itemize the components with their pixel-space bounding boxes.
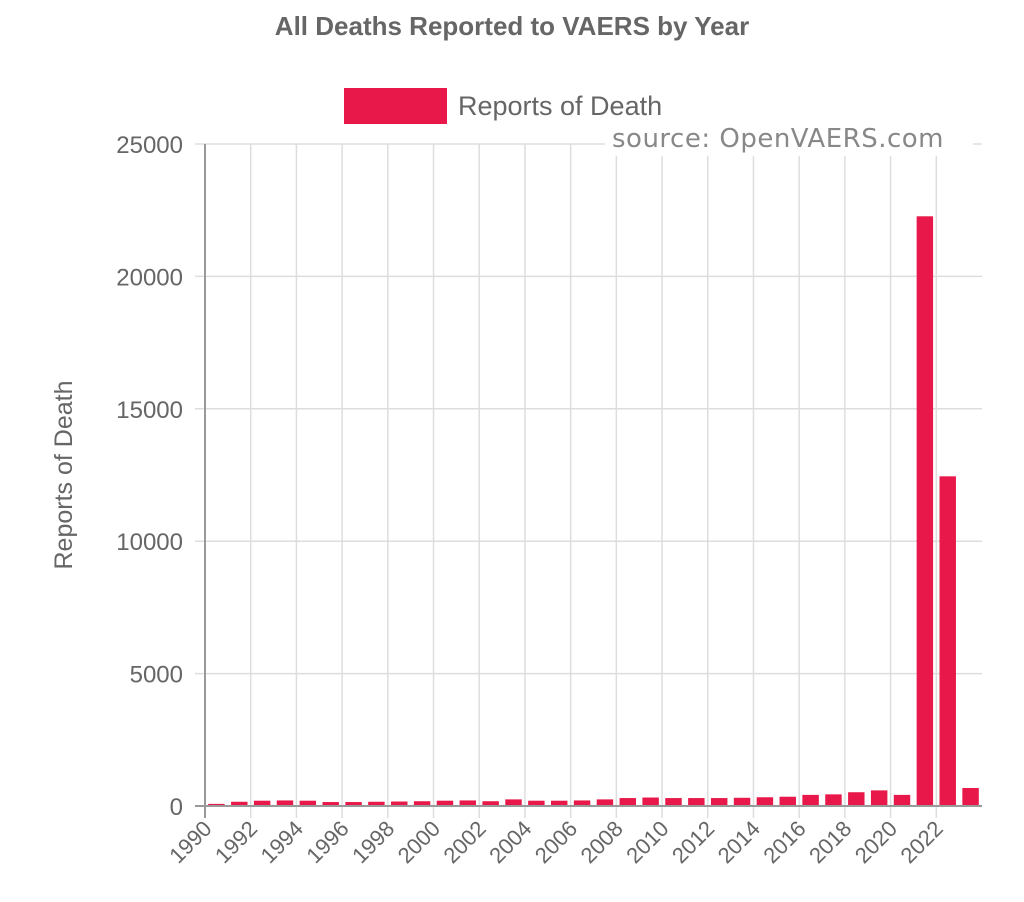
- y-tick-label: 10000: [116, 529, 183, 556]
- legend-swatch: [344, 88, 447, 124]
- x-tick-label: 2018: [804, 816, 856, 868]
- x-tick-label: 1996: [301, 816, 353, 868]
- bar-2006[interactable]: [573, 800, 591, 806]
- bar-1993[interactable]: [276, 800, 294, 806]
- x-tick-label: 1998: [347, 816, 399, 868]
- bar-2010[interactable]: [665, 798, 682, 806]
- bar-2019[interactable]: [870, 790, 888, 806]
- bar-2015[interactable]: [779, 796, 796, 806]
- x-tick-label: 2022: [896, 816, 948, 868]
- bar-2009[interactable]: [642, 797, 659, 806]
- bar-2014[interactable]: [756, 797, 774, 806]
- chart-title: All Deaths Reported to VAERS by Year: [275, 11, 749, 41]
- bar-2008[interactable]: [619, 798, 637, 806]
- bar-1991[interactable]: [231, 801, 248, 806]
- bar-2021[interactable]: [916, 216, 934, 806]
- x-tick-label: 2006: [530, 816, 582, 868]
- y-tick-label: 20000: [116, 264, 183, 291]
- x-axis-ticks: 1990199219941996199820002002200420062008…: [164, 816, 948, 868]
- y-axis-label: Reports of Death: [50, 381, 78, 570]
- bar-2016[interactable]: [802, 794, 819, 806]
- x-tick-label: 2012: [667, 816, 719, 868]
- bar-2011[interactable]: [688, 798, 705, 806]
- x-tick-label: 2002: [438, 816, 490, 868]
- x-tick-label: 1994: [256, 816, 308, 868]
- bar-2003[interactable]: [505, 799, 522, 806]
- bar-2002[interactable]: [482, 801, 499, 806]
- bar-1995[interactable]: [322, 802, 339, 806]
- bar-2012[interactable]: [710, 798, 728, 806]
- bar-2017[interactable]: [825, 794, 842, 806]
- x-tick-label: 2016: [758, 816, 810, 868]
- bar-1996[interactable]: [345, 802, 362, 806]
- gridlines: [195, 143, 982, 818]
- x-tick-label: 2020: [850, 816, 902, 868]
- bar-2018[interactable]: [848, 792, 865, 806]
- x-tick-label: 2000: [393, 816, 445, 868]
- bar-2013[interactable]: [733, 797, 751, 806]
- bar-1998[interactable]: [391, 801, 408, 806]
- y-tick-label: 0: [170, 794, 183, 821]
- bar-2001[interactable]: [459, 800, 477, 806]
- axes: [195, 144, 982, 818]
- bar-1990[interactable]: [208, 803, 225, 806]
- bar-1997[interactable]: [368, 801, 385, 806]
- bar-1994[interactable]: [299, 800, 317, 806]
- bar-1992[interactable]: [253, 800, 271, 806]
- y-tick-label: 15000: [116, 397, 183, 424]
- y-tick-label: 25000: [116, 132, 183, 159]
- x-tick-label: 2004: [484, 816, 536, 868]
- y-axis-ticks: 0 5000 10000 15000 20000 25000: [116, 132, 183, 821]
- bar-2023[interactable]: [962, 787, 979, 806]
- x-tick-label: 2010: [621, 816, 673, 868]
- bar-2005[interactable]: [550, 800, 568, 806]
- bar-2020[interactable]: [893, 794, 911, 806]
- y-tick-label: 5000: [130, 662, 183, 689]
- bar-1999[interactable]: [413, 801, 431, 806]
- bar-2004[interactable]: [528, 800, 545, 806]
- x-tick-label: 2014: [713, 816, 765, 868]
- source-label: source: OpenVAERS.com: [612, 124, 944, 154]
- x-tick-label: 2008: [576, 816, 628, 868]
- bar-2007[interactable]: [596, 799, 614, 806]
- bar-2000[interactable]: [436, 800, 454, 806]
- bars: [208, 216, 979, 806]
- x-tick-label: 1992: [210, 816, 262, 868]
- legend-label: Reports of Death: [458, 91, 662, 121]
- bar-2022[interactable]: [939, 476, 956, 806]
- source-note: source: OpenVAERS.com: [605, 120, 973, 156]
- legend[interactable]: Reports of Death: [344, 88, 662, 124]
- x-tick-label: 1990: [164, 816, 216, 868]
